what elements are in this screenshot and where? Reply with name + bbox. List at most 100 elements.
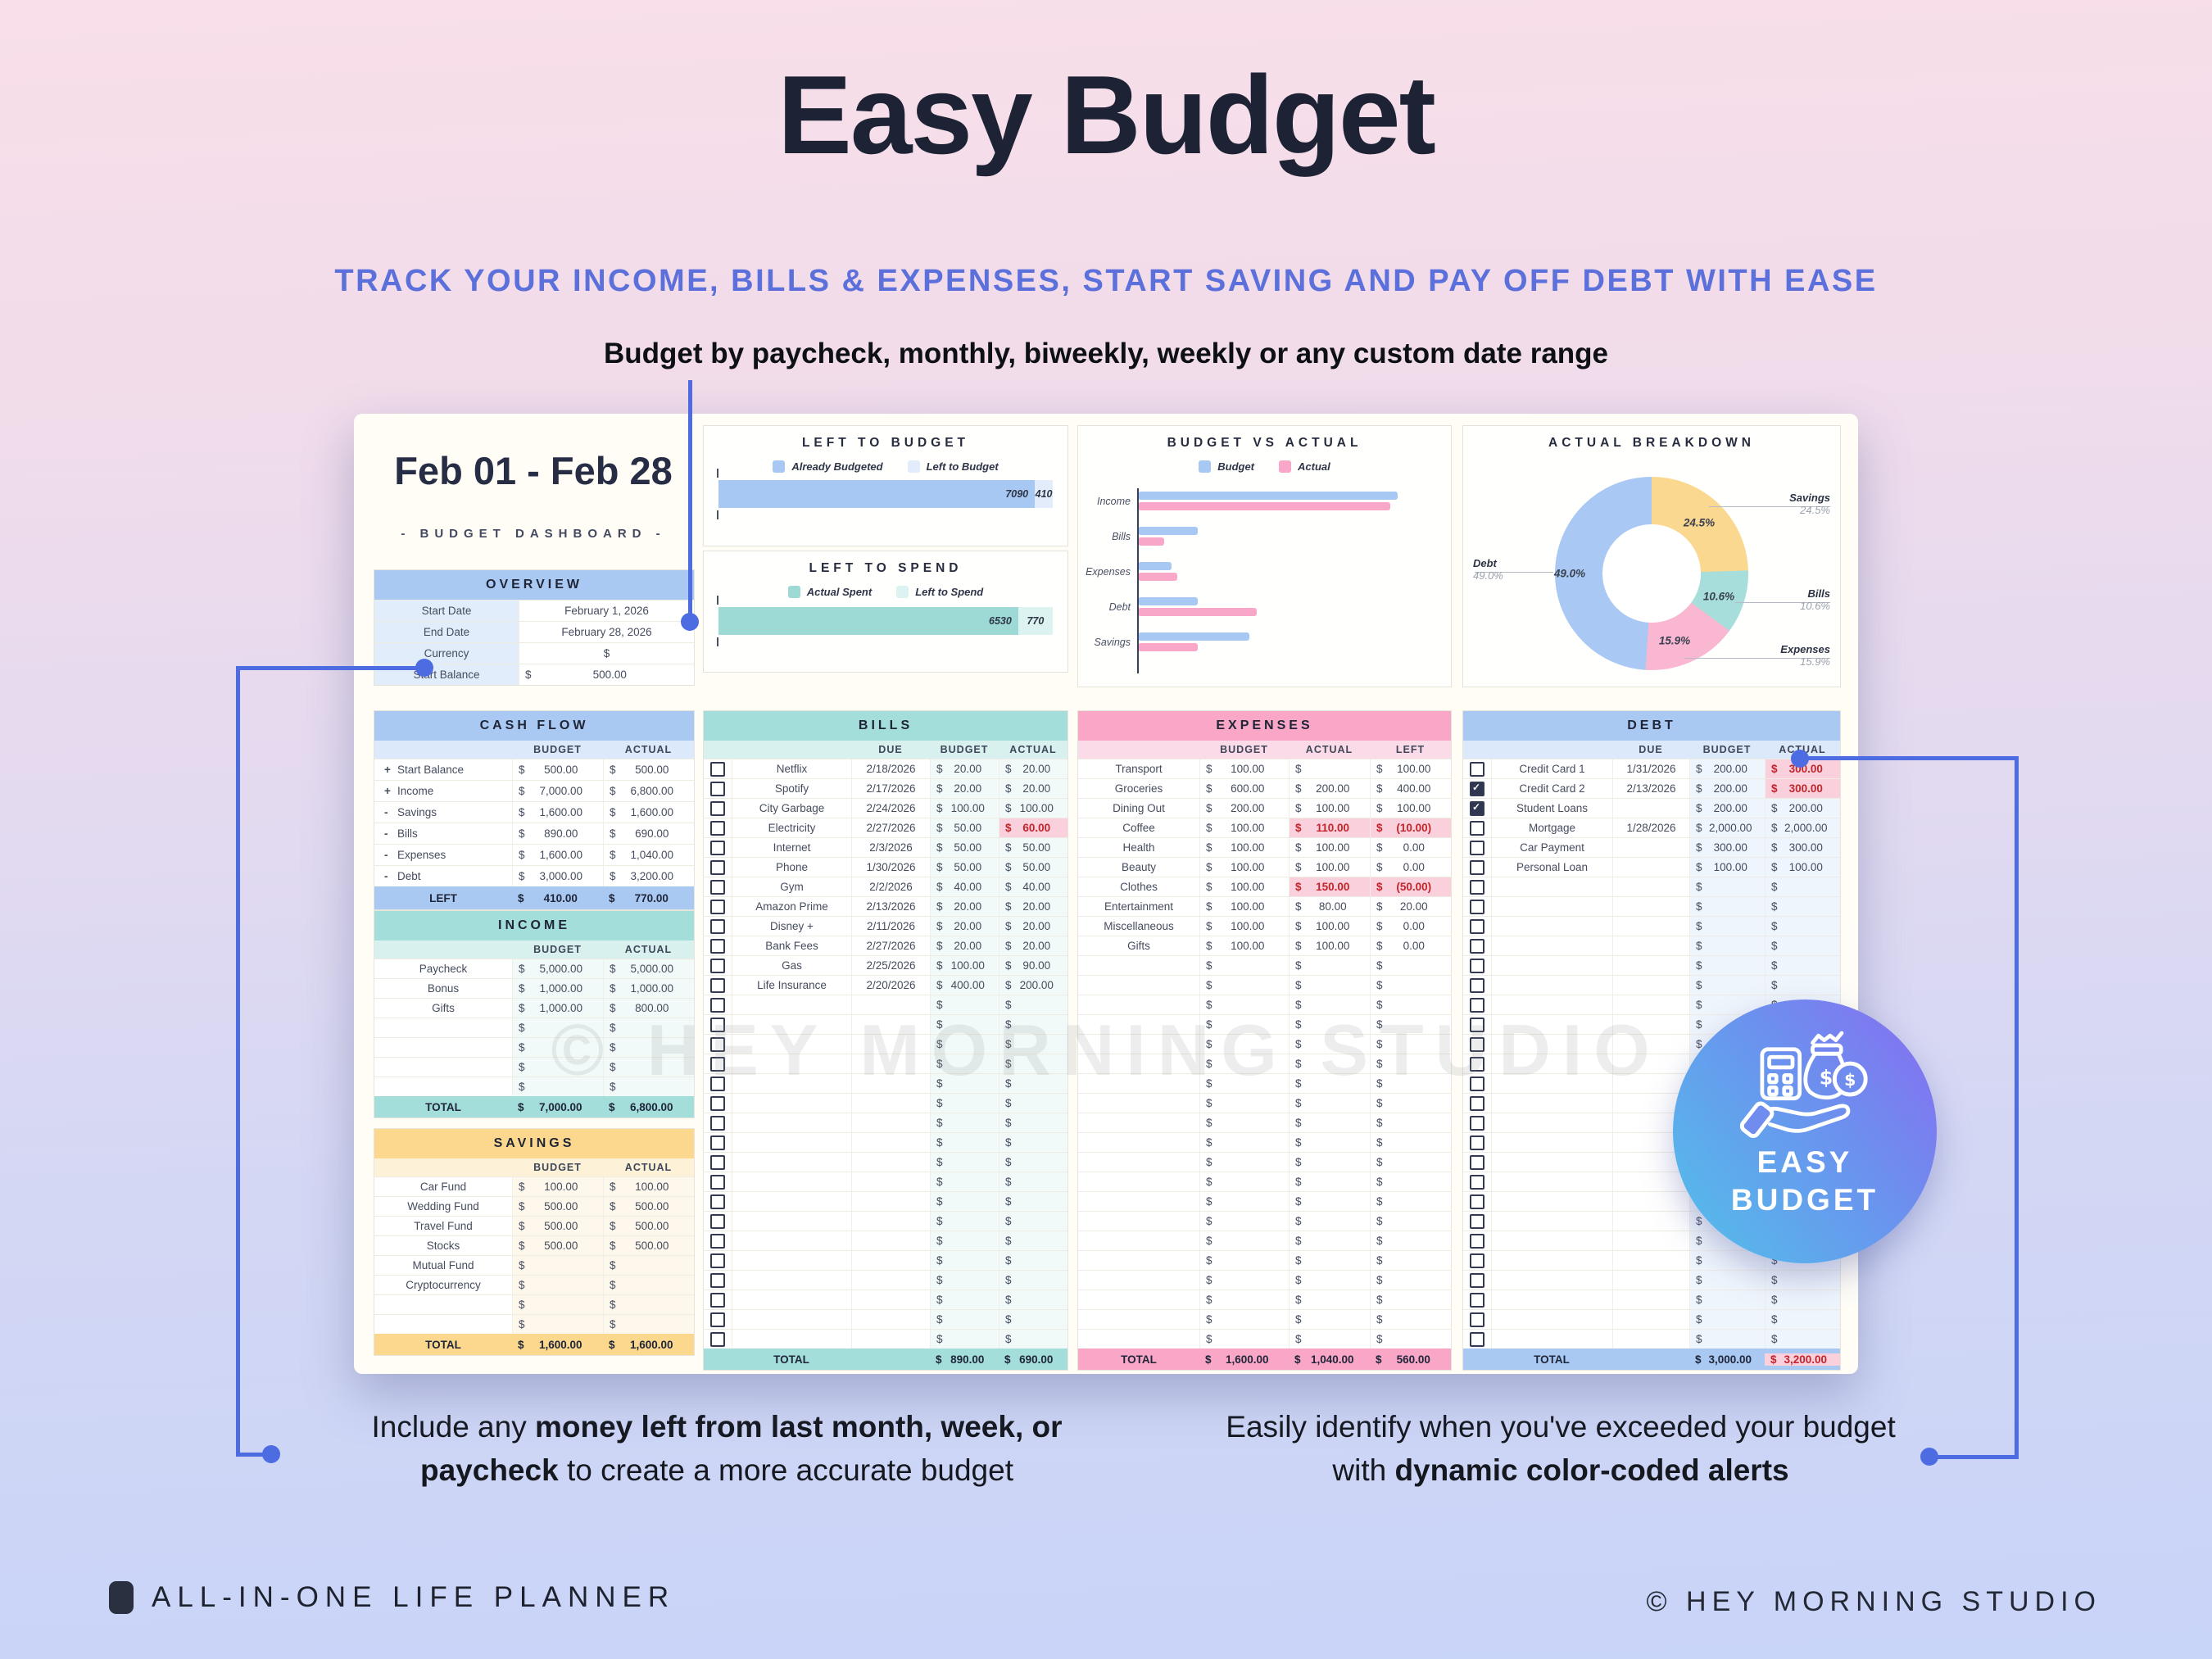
cell-budget[interactable]: $ [512,1315,603,1334]
row-checkbox[interactable] [1470,1331,1484,1347]
cell-actual[interactable]: $ [1765,1271,1840,1290]
cell-actual[interactable]: $300.00 [1765,838,1840,857]
row-checkbox[interactable] [710,820,725,836]
cell-label[interactable] [1491,956,1612,975]
cell-actual[interactable]: $ [1289,1153,1370,1172]
row-checkbox[interactable] [710,1135,725,1150]
cell-budget[interactable]: $ [930,1192,999,1211]
cell-label[interactable] [1491,877,1612,896]
cell-due[interactable] [851,1074,930,1093]
cell-budget[interactable]: $ [1689,917,1765,936]
cell-label[interactable] [732,995,851,1014]
cell-label[interactable]: Car Fund [419,1181,467,1193]
cell-actual[interactable]: $6,800.00 [603,781,694,801]
cell-budget[interactable]: $ [1689,936,1765,955]
cell-label[interactable] [1491,1310,1612,1329]
row-checkbox[interactable] [1470,1115,1484,1131]
cell-label[interactable]: Coffee [1122,822,1155,834]
cell-due[interactable] [1612,995,1689,1014]
overview-value[interactable]: $500.00 [519,664,694,685]
cell-budget[interactable]: $ [1199,1231,1289,1250]
row-checkbox[interactable] [710,761,725,777]
cell-actual[interactable]: $2,000.00 [1765,818,1840,837]
cell-due[interactable] [1612,1271,1689,1290]
cell-left[interactable]: $ [1370,1231,1451,1250]
cell-label[interactable]: Credit Card 1 [1491,759,1612,778]
cell-actual[interactable]: $20.00 [999,759,1067,778]
cell-left[interactable]: $ [1370,1054,1451,1073]
row-checkbox[interactable] [710,781,725,796]
cell-budget[interactable]: $100.00 [930,799,999,818]
cell-budget[interactable]: $ [930,1330,999,1349]
overview-value[interactable]: February 28, 2026 [519,622,694,642]
cell-label[interactable]: Beauty [1121,861,1157,873]
cell-label[interactable]: Electricity [732,818,851,837]
cell-label[interactable] [732,1251,851,1270]
cell-budget[interactable]: $ [1199,1035,1289,1054]
cell-label[interactable] [732,1330,851,1349]
cell-left[interactable]: $0.00 [1370,917,1451,936]
cell-actual[interactable]: $40.00 [999,877,1067,896]
row-checkbox[interactable] [710,1272,725,1288]
row-checkbox[interactable] [710,918,725,934]
cell-actual[interactable]: $20.00 [999,897,1067,916]
cell-actual[interactable]: $100.00 [1289,936,1370,955]
cell-label[interactable] [732,1094,851,1113]
cell-actual[interactable]: $150.00 [1289,877,1370,896]
cell-due[interactable] [851,1271,930,1290]
cell-due[interactable] [1612,799,1689,818]
cell-budget[interactable]: $2,000.00 [1689,818,1765,837]
cell-left[interactable]: $ [1370,1133,1451,1152]
row-checkbox[interactable] [710,840,725,855]
cell-label[interactable] [732,1113,851,1132]
row-checkbox[interactable] [1470,1135,1484,1150]
cell-budget[interactable]: $300.00 [1689,838,1765,857]
cell-label[interactable] [1078,1231,1199,1250]
cell-due[interactable] [851,1310,930,1329]
cell-budget[interactable]: $ [930,1271,999,1290]
cell-actual[interactable]: $ [999,1290,1067,1309]
cell-label[interactable] [1491,1153,1612,1172]
cell-actual[interactable]: $ [999,1015,1067,1034]
row-checkbox[interactable] [1470,1017,1484,1032]
row-checkbox-checked[interactable] [1470,781,1484,796]
cell-actual[interactable]: $ [1289,1133,1370,1152]
cell-budget[interactable]: $5,000.00 [512,959,603,978]
cell-label[interactable] [732,1192,851,1211]
cell-actual[interactable]: $50.00 [999,838,1067,857]
cell-left[interactable]: $100.00 [1370,799,1451,818]
cell-actual[interactable]: $ [999,1330,1067,1349]
cell-left[interactable]: $ [1370,956,1451,975]
cell-budget[interactable]: $ [1689,1271,1765,1290]
cell-actual[interactable]: $ [1765,1290,1840,1309]
cell-due[interactable] [851,1094,930,1113]
cell-due[interactable] [851,1153,930,1172]
cell-label[interactable]: Internet [732,838,851,857]
row-checkbox[interactable] [710,899,725,914]
cell-due[interactable] [1612,897,1689,916]
cell-label[interactable]: Personal Loan [1491,858,1612,877]
cell-budget[interactable]: $20.00 [930,779,999,798]
cell-due[interactable] [1612,1251,1689,1270]
row-checkbox[interactable] [710,977,725,993]
cell-label[interactable]: Miscellaneous [1104,920,1174,932]
row-checkbox[interactable] [710,879,725,895]
cell-budget[interactable]: $ [930,1094,999,1113]
cell-label[interactable] [1078,1212,1199,1231]
cell-due[interactable] [1612,956,1689,975]
row-checkbox[interactable] [710,1213,725,1229]
cell-label[interactable] [732,1153,851,1172]
cell-actual[interactable]: $ [999,1035,1067,1054]
cell-label[interactable] [1078,1094,1199,1113]
cell-label[interactable] [1491,1212,1612,1231]
cell-budget[interactable]: $100.00 [1199,897,1289,916]
cell-actual[interactable]: $800.00 [603,999,694,1018]
cell-due[interactable] [1612,1113,1689,1132]
cell-label[interactable] [1491,1251,1612,1270]
cell-budget[interactable]: $100.00 [1199,818,1289,837]
cell-label[interactable]: Dining Out [1113,802,1165,814]
cell-left[interactable]: $100.00 [1370,759,1451,778]
cell-label[interactable]: Paycheck [419,963,468,975]
cell-actual[interactable]: $500.00 [603,1217,694,1235]
cell-label[interactable] [1078,1074,1199,1093]
